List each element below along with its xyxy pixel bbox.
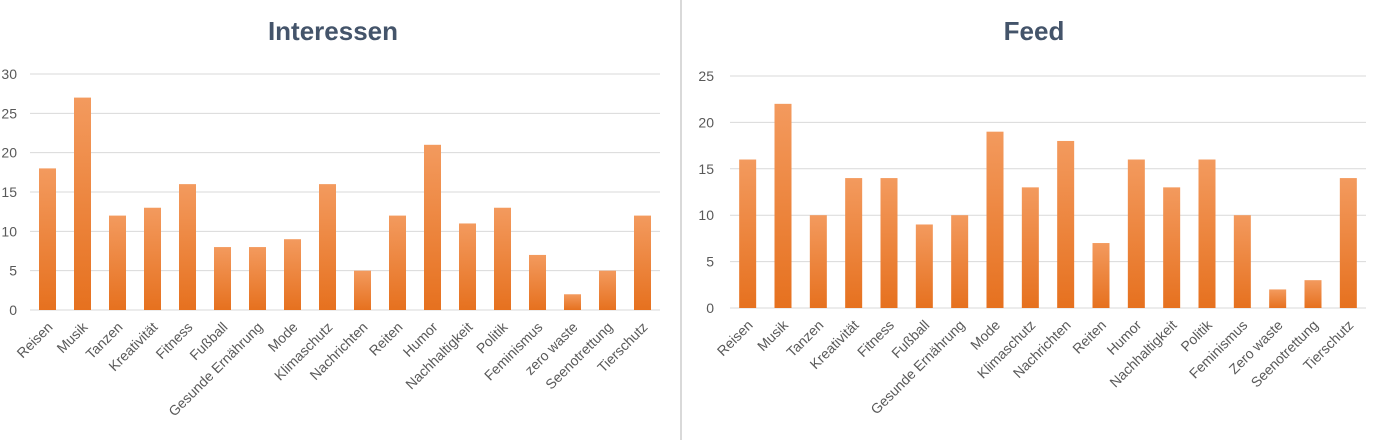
bar <box>109 215 126 310</box>
chart-title: Feed <box>1004 16 1065 46</box>
bar <box>74 97 91 310</box>
x-tick-label: Reisen <box>714 317 756 359</box>
bar <box>354 270 371 310</box>
bar <box>986 131 1004 308</box>
bar <box>599 270 616 310</box>
bar <box>915 224 933 308</box>
bar <box>880 178 898 308</box>
bar <box>459 223 476 310</box>
y-tick-label: 25 <box>1 105 17 121</box>
bar <box>1092 243 1110 308</box>
bar <box>1269 289 1287 308</box>
x-tick-label: Reisen <box>13 319 55 361</box>
bar <box>809 215 827 308</box>
bar <box>1057 140 1075 308</box>
bar <box>1021 187 1039 308</box>
y-tick-label: 15 <box>698 161 714 177</box>
bar <box>1304 280 1322 308</box>
bar <box>1233 215 1251 308</box>
bar <box>249 247 266 310</box>
bar <box>739 159 757 308</box>
bar <box>284 239 301 310</box>
y-tick-label: 5 <box>706 254 714 270</box>
bar <box>214 247 231 310</box>
x-tick-label: Reiten <box>366 319 406 359</box>
chart-interessen: Interessen051015202530ReisenMusikTanzenK… <box>1 16 660 419</box>
bar <box>1198 159 1216 308</box>
bar <box>1339 178 1357 308</box>
y-tick-label: 25 <box>698 68 714 84</box>
y-tick-label: 20 <box>698 114 714 130</box>
bar <box>389 215 406 310</box>
y-tick-label: 10 <box>698 207 714 223</box>
chart-title: Interessen <box>268 16 398 46</box>
bar <box>564 294 581 310</box>
y-tick-label: 0 <box>706 300 714 316</box>
y-tick-label: 10 <box>1 223 17 239</box>
bar <box>144 207 161 310</box>
bar <box>319 184 336 310</box>
bar <box>529 254 546 310</box>
bar <box>845 178 863 308</box>
bar <box>179 184 196 310</box>
x-tick-label: Reiten <box>1069 317 1109 357</box>
bar <box>494 207 511 310</box>
y-tick-label: 30 <box>1 66 17 82</box>
y-tick-label: 20 <box>1 145 17 161</box>
y-tick-label: 5 <box>9 263 17 279</box>
bar <box>951 215 969 308</box>
bar <box>1163 187 1181 308</box>
bar <box>774 103 792 308</box>
bar <box>424 144 441 310</box>
bar <box>634 215 651 310</box>
chart-feed: Feed0510152025ReisenMusikTanzenKreativit… <box>698 16 1366 417</box>
bar <box>39 168 56 310</box>
bar <box>1127 159 1145 308</box>
y-tick-label: 0 <box>9 302 17 318</box>
chart-divider <box>680 0 682 440</box>
y-tick-label: 15 <box>1 184 17 200</box>
